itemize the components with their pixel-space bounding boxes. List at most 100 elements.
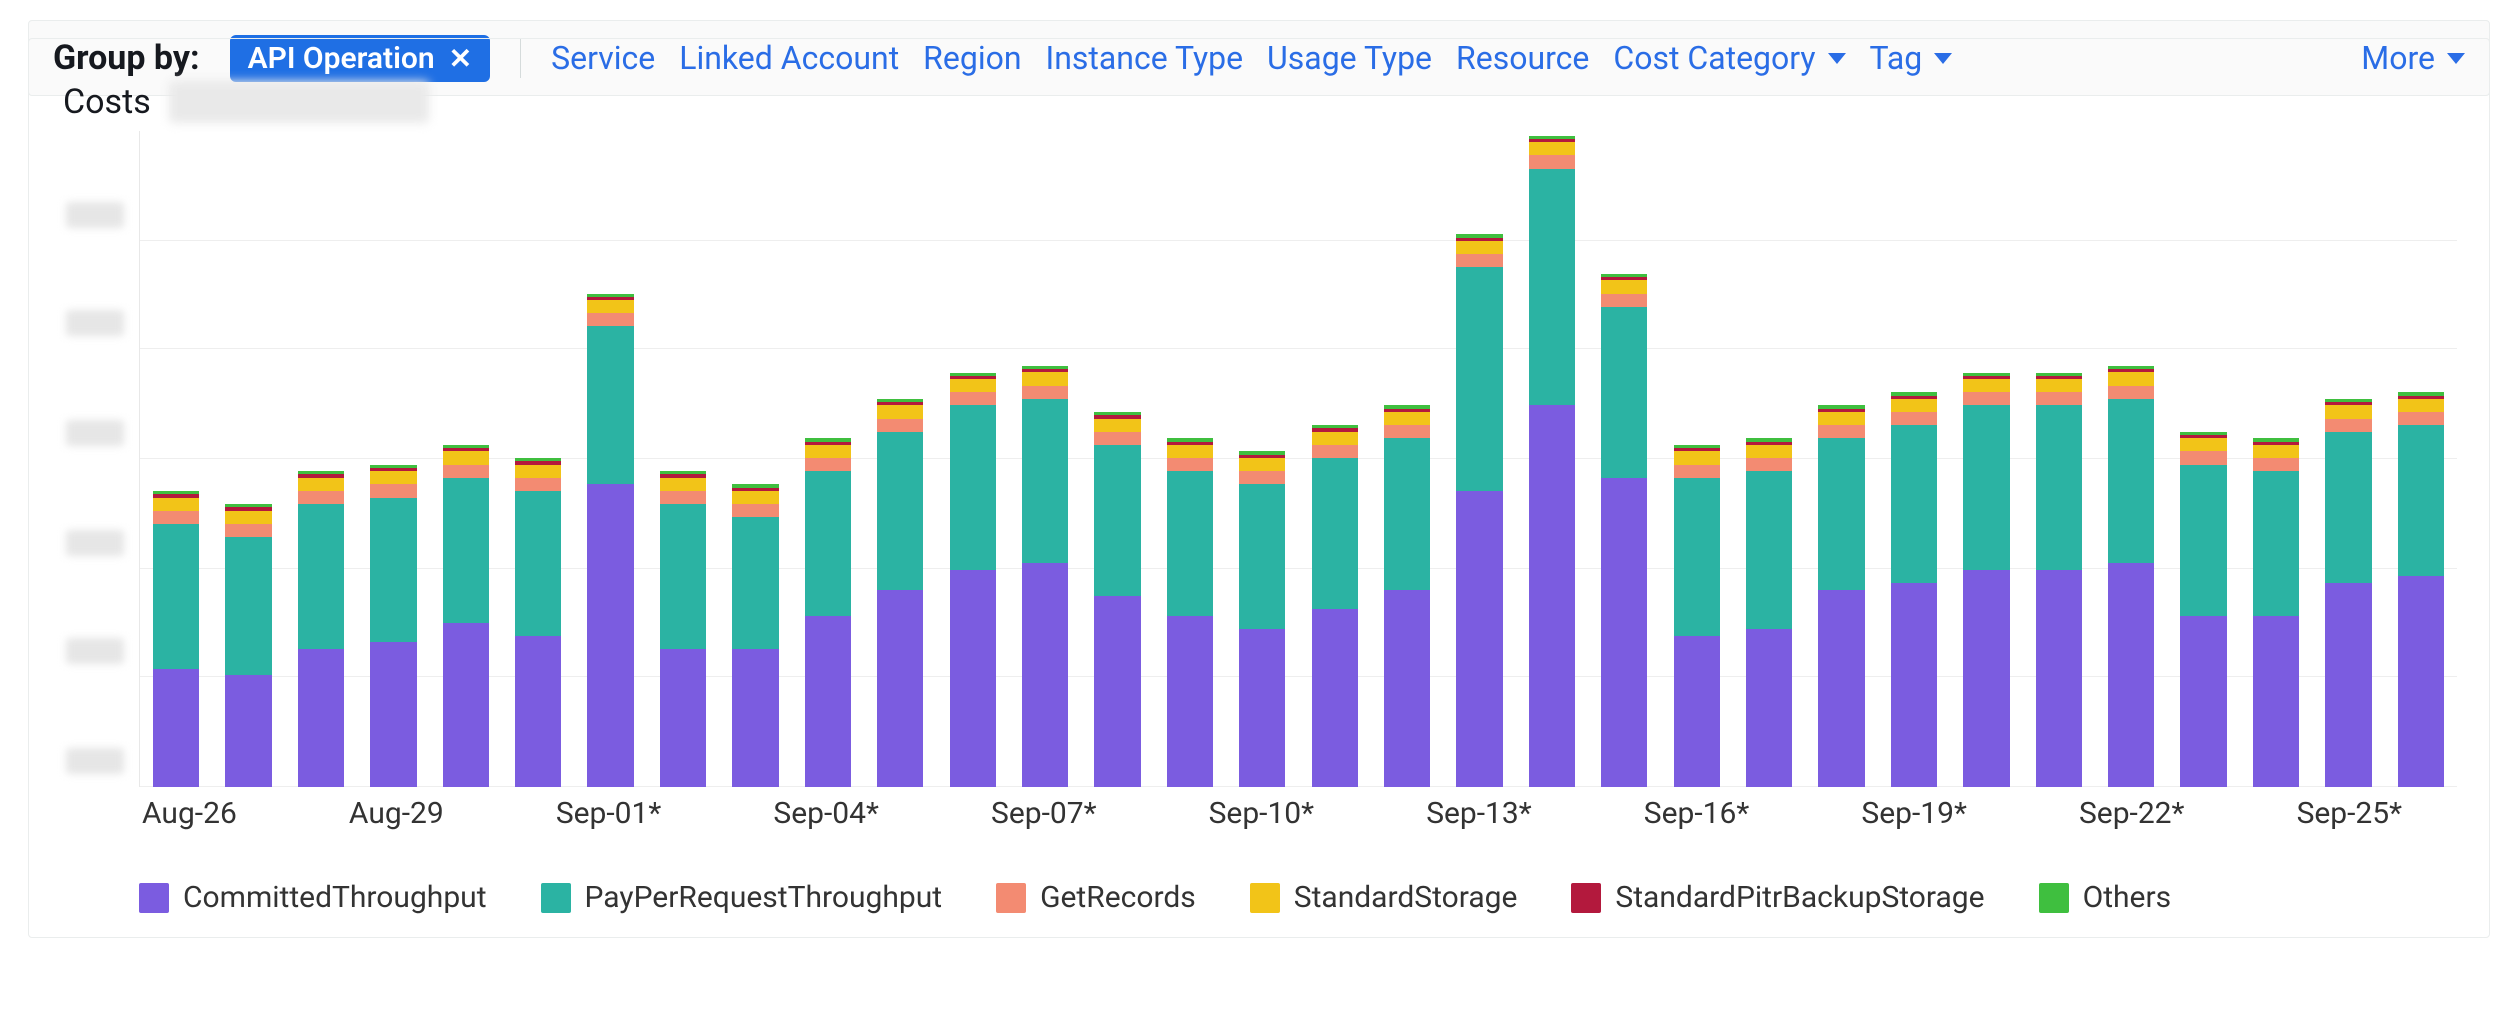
bar-segment-committed	[370, 642, 416, 787]
bar-segment-getrecords	[1456, 254, 1502, 267]
stacked-bar[interactable]	[1022, 366, 1068, 787]
bar-segment-getrecords	[877, 419, 923, 432]
bar-slot	[1081, 131, 1153, 787]
bar-segment-stdstorage	[1022, 372, 1068, 385]
bar-segment-stdstorage	[1963, 379, 2009, 392]
stacked-bar[interactable]	[2108, 366, 2154, 787]
bar-segment-stdstorage	[515, 465, 561, 478]
bar-segment-stdstorage	[298, 478, 344, 491]
stacked-bar[interactable]	[2036, 373, 2082, 788]
x-tick-label: Aug-26	[140, 796, 237, 831]
stacked-bar[interactable]	[1094, 412, 1140, 787]
stacked-bar[interactable]	[660, 471, 706, 787]
bar-segment-payperreq	[1167, 471, 1213, 616]
bar-segment-payperreq	[2180, 465, 2226, 616]
legend-item[interactable]: GetRecords	[996, 880, 1196, 915]
stacked-bar[interactable]	[1456, 234, 1502, 787]
legend-label: GetRecords	[1040, 880, 1196, 915]
stacked-bar[interactable]	[732, 484, 778, 787]
bar-segment-committed	[2253, 616, 2299, 787]
stacked-bar[interactable]	[1746, 438, 1792, 787]
bar-segment-payperreq	[1384, 438, 1430, 589]
bar-segment-stdstorage	[2325, 405, 2371, 418]
bar-segment-stdstorage	[2036, 379, 2082, 392]
stacked-bar[interactable]	[153, 491, 199, 787]
stacked-bar[interactable]	[1239, 451, 1285, 787]
bar-segment-getrecords	[587, 313, 633, 326]
bar-segment-committed	[805, 616, 851, 787]
x-tick-label	[2240, 796, 2295, 831]
stacked-bar[interactable]	[587, 294, 633, 787]
bar-segment-committed	[443, 623, 489, 788]
x-tick-label	[444, 796, 499, 831]
legend-item[interactable]: StandardPitrBackupStorage	[1571, 880, 1984, 915]
bar-segment-getrecords	[1891, 412, 1937, 425]
stacked-bar[interactable]	[2180, 432, 2226, 787]
bar-segment-payperreq	[370, 498, 416, 643]
stacked-bar[interactable]	[805, 438, 851, 787]
bar-slot	[1516, 131, 1588, 787]
bar-segment-payperreq	[1456, 267, 1502, 491]
legend-item[interactable]: CommittedThroughput	[139, 880, 487, 915]
stacked-bar[interactable]	[1312, 425, 1358, 787]
stacked-bar[interactable]	[1963, 373, 2009, 788]
legend-item[interactable]: Others	[2039, 880, 2172, 915]
bar-segment-committed	[1963, 570, 2009, 787]
stacked-bar[interactable]	[877, 399, 923, 787]
bar-segment-getrecords	[1674, 465, 1720, 478]
stacked-bar[interactable]	[1818, 405, 1864, 787]
bar-segment-stdstorage	[2180, 438, 2226, 451]
bar-slot	[430, 131, 502, 787]
bar-slot	[2240, 131, 2312, 787]
stacked-bar[interactable]	[2253, 438, 2299, 787]
bar-segment-getrecords	[1601, 294, 1647, 307]
bar-segment-payperreq	[2036, 405, 2082, 570]
bar-segment-committed	[1529, 405, 1575, 787]
bar-segment-payperreq	[443, 478, 489, 623]
bar-slot	[1950, 131, 2022, 787]
bar-slot	[2167, 131, 2239, 787]
x-tick-label: Aug-29	[347, 796, 444, 831]
legend-item[interactable]: StandardStorage	[1250, 880, 1518, 915]
stacked-bar[interactable]	[1167, 438, 1213, 787]
stacked-bar[interactable]	[950, 373, 996, 788]
bar-segment-committed	[1456, 491, 1502, 787]
bar-segment-getrecords	[1746, 458, 1792, 471]
x-tick-label	[661, 796, 716, 831]
stacked-bar[interactable]	[2325, 399, 2371, 787]
bar-slot	[1154, 131, 1226, 787]
bar-segment-getrecords	[1167, 458, 1213, 471]
bar-segment-stdstorage	[1094, 419, 1140, 432]
bar-segment-committed	[1674, 636, 1720, 787]
stacked-bar[interactable]	[370, 465, 416, 787]
bar-slot	[2023, 131, 2095, 787]
bar-segment-getrecords	[805, 458, 851, 471]
bar-segment-committed	[587, 484, 633, 787]
chart-title: Costs	[63, 82, 151, 122]
stacked-bar[interactable]	[1529, 136, 1575, 787]
stacked-bar[interactable]	[2398, 392, 2444, 787]
bar-segment-committed	[1384, 590, 1430, 787]
bar-segment-stdstorage	[732, 491, 778, 504]
legend-item[interactable]: PayPerRequestThroughput	[541, 880, 943, 915]
bar-segment-stdstorage	[2108, 372, 2154, 385]
stacked-bar[interactable]	[1891, 392, 1937, 787]
bar-segment-getrecords	[1239, 471, 1285, 484]
stacked-bar[interactable]	[225, 504, 271, 787]
stacked-bar[interactable]	[298, 471, 344, 787]
bar-segment-stdstorage	[950, 379, 996, 392]
bar-slot	[1733, 131, 1805, 787]
bar-segment-committed	[1167, 616, 1213, 787]
stacked-bar[interactable]	[515, 458, 561, 787]
bar-segment-payperreq	[660, 504, 706, 649]
stacked-bar[interactable]	[443, 445, 489, 787]
bar-slot	[2385, 131, 2457, 787]
bar-segment-getrecords	[1312, 445, 1358, 458]
bar-slot	[574, 131, 646, 787]
legend: CommittedThroughput PayPerRequestThroughp…	[139, 880, 2457, 915]
bar-segment-payperreq	[1239, 484, 1285, 629]
stacked-bar[interactable]	[1601, 274, 1647, 787]
bar-segment-payperreq	[1022, 399, 1068, 564]
stacked-bar[interactable]	[1674, 445, 1720, 787]
stacked-bar[interactable]	[1384, 405, 1430, 787]
